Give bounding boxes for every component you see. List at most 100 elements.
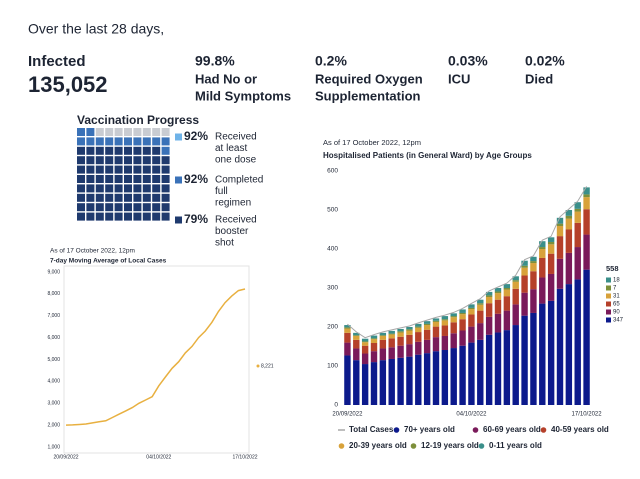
waffle-cell [142, 212, 151, 221]
stat-value: 0.03% [448, 53, 488, 69]
legend-label: full [215, 186, 228, 197]
bar-segment [388, 334, 395, 339]
bar-segment [415, 327, 422, 333]
bar-segment [565, 210, 573, 216]
waffle-cell [77, 184, 85, 193]
waffle-cell [152, 156, 161, 165]
legend-label: shot [215, 238, 234, 249]
bar-segment [379, 360, 387, 405]
bar-segment [512, 281, 519, 289]
y-tick-label: 4,000 [47, 379, 60, 385]
bar-segment [512, 304, 519, 326]
waffle-cell [133, 146, 142, 155]
bar-segment [344, 355, 351, 405]
latest-swatch [606, 293, 611, 299]
waffle-cell [105, 137, 114, 146]
bar-segment [530, 289, 537, 313]
waffle-cell [124, 165, 132, 174]
waffle-cell [142, 165, 151, 174]
waffle-cell [95, 175, 104, 183]
waffle-cell [124, 175, 132, 183]
stat-label: ICU [448, 71, 470, 86]
bar-segment [565, 229, 573, 253]
bar-segment [370, 342, 378, 352]
waffle-cell [77, 193, 85, 202]
stat-label: Infected [28, 53, 86, 70]
bar-segment [485, 316, 493, 335]
waffle-cell [105, 203, 114, 212]
legend-label: one dose [215, 155, 257, 166]
bar-segment [530, 256, 537, 262]
legend-label: Completed [215, 175, 263, 186]
waffle-cell [124, 184, 132, 193]
waffle-cell [77, 146, 85, 155]
waffle-cell [161, 175, 170, 183]
waffle-cell [152, 203, 161, 212]
bar-segment [361, 353, 369, 365]
bar-segment [521, 260, 528, 266]
legend-dot [478, 443, 485, 449]
bar-segment [441, 350, 449, 405]
waffle-cell [114, 184, 123, 193]
bar-segment [539, 303, 546, 405]
chart-title: Hospitalised Patients (in General Ward) … [323, 151, 532, 160]
bar-segment [459, 345, 466, 405]
waffle-cell [152, 184, 161, 193]
waffle-cell [105, 184, 114, 193]
waffle-cell [142, 146, 151, 155]
bar-segment [450, 313, 457, 317]
bar-segment [415, 332, 422, 342]
latest-swatch [606, 285, 611, 291]
waffle-cell [105, 146, 114, 155]
waffle-empty [152, 128, 161, 136]
waffle-cell [114, 165, 123, 174]
bar-segment [344, 327, 351, 329]
y-tick-label: 300 [327, 285, 338, 292]
legend-dot [393, 427, 400, 433]
bar-segment [397, 345, 404, 358]
bar-segment [388, 347, 395, 359]
bar-segment [353, 335, 360, 336]
bar-segment [423, 321, 431, 324]
waffle-cell [105, 175, 114, 183]
y-tick-label: 2,000 [47, 422, 60, 428]
legend-dot [540, 427, 547, 433]
bar-segment [477, 303, 484, 305]
chart-subtitle: As of 17 October 2022, 12pm [50, 248, 135, 255]
y-tick-label: 1,000 [47, 444, 60, 450]
waffle-cell [142, 184, 151, 193]
bar-segment [539, 277, 546, 304]
waffle-cell [114, 175, 123, 183]
waffle-cell [86, 184, 95, 193]
bar-segment [406, 334, 413, 345]
waffle-empty [161, 128, 170, 136]
waffle-cell [161, 165, 170, 174]
legend-label: 20-39 years old [349, 441, 407, 450]
x-tick-label: 17/10/2022 [232, 454, 257, 460]
bar-segment [370, 339, 378, 343]
bar-segment [468, 307, 475, 310]
waffle-cell [95, 165, 104, 174]
bar-segment [477, 299, 484, 304]
waffle-cell [133, 193, 142, 202]
bar-segment [423, 339, 431, 354]
legend-swatch [175, 176, 182, 184]
bar-segment [353, 348, 360, 361]
latest-total: 558 [606, 264, 619, 273]
x-tick-label: 04/10/2022 [146, 454, 171, 460]
end-marker [256, 364, 260, 368]
bar-segment [450, 317, 457, 323]
bar-segment [361, 364, 369, 405]
waffle-cell [95, 156, 104, 165]
bar-segment [432, 326, 440, 338]
y-tick-label: 8,000 [47, 291, 60, 297]
bar-segment [583, 209, 590, 235]
legend-label: regimen [215, 198, 251, 209]
bar-segment [539, 249, 546, 258]
latest-swatch [606, 309, 611, 315]
bar-segment [459, 312, 466, 315]
waffle-cell [133, 203, 142, 212]
waffle-cell [86, 146, 95, 155]
